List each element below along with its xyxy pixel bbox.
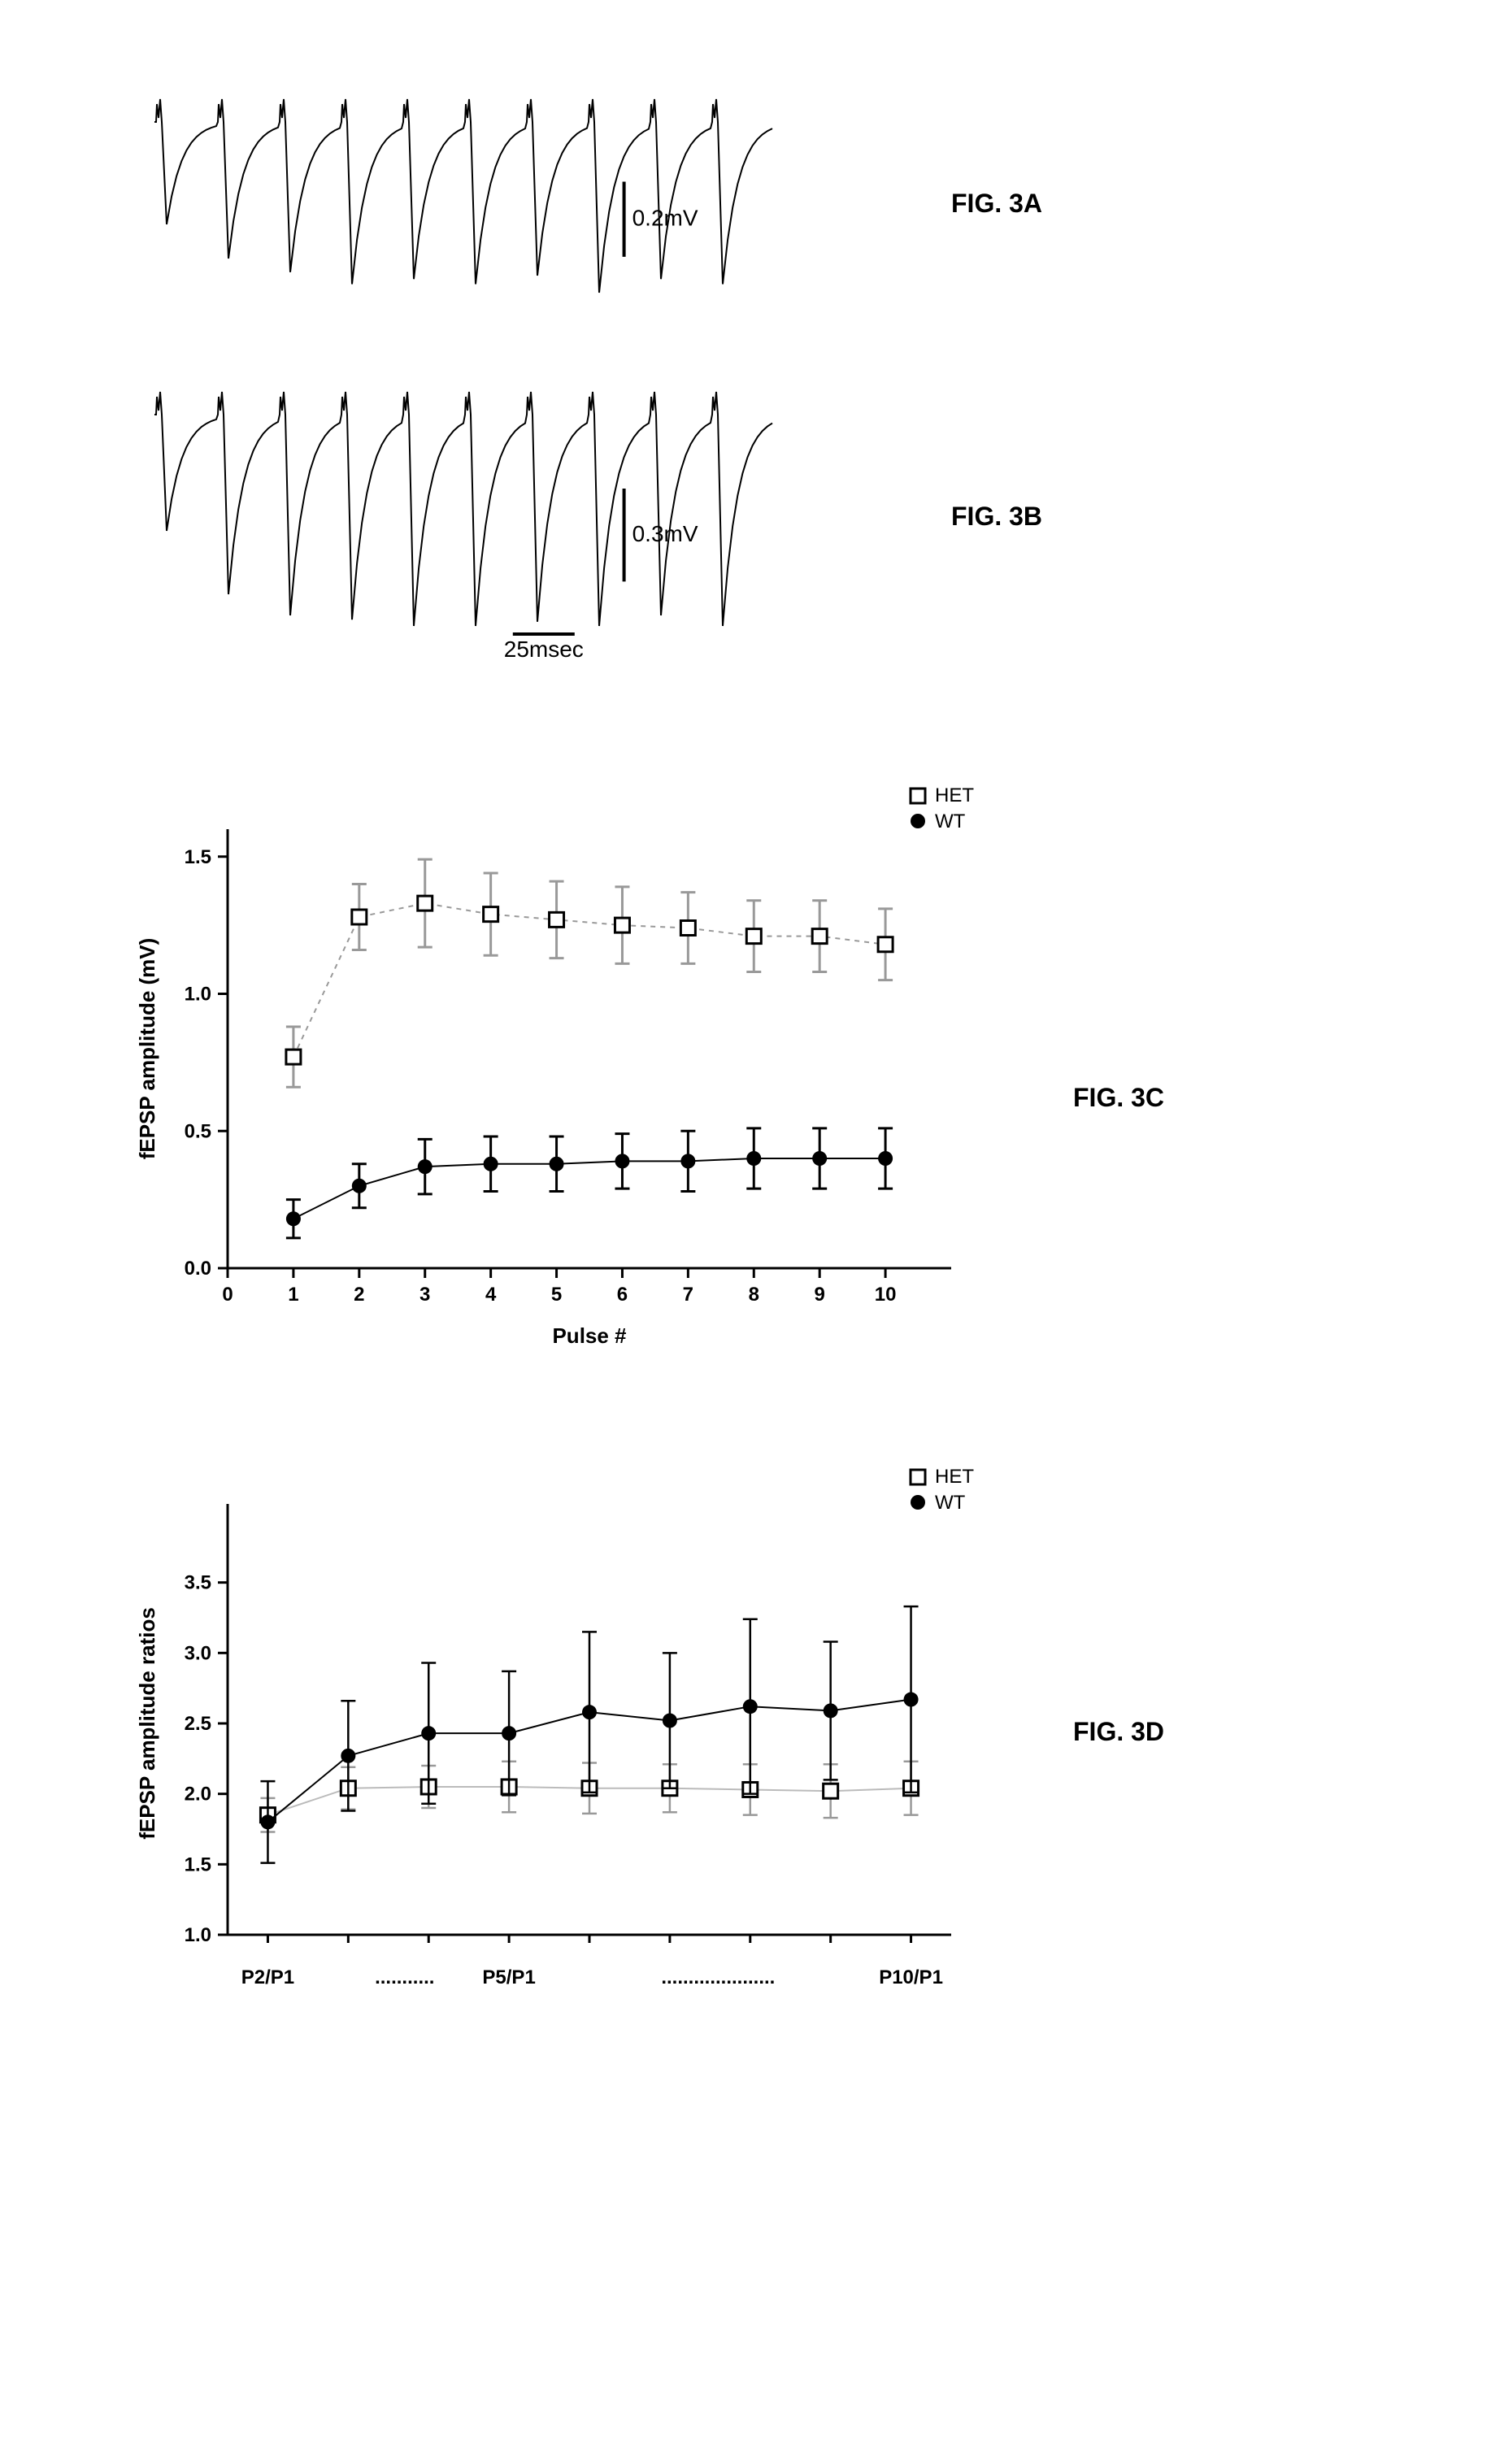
svg-text:WT: WT xyxy=(935,810,966,832)
chart-3d: 1.0 1.5 2.0 2.5 3.0 3.5 P2/P1........... P5/P1.… xyxy=(122,1455,976,2008)
svg-text:0.2mV: 0.2mV xyxy=(632,206,698,231)
svg-text:WT: WT xyxy=(935,1492,966,1514)
trace-3b: 0.3mV 25msec xyxy=(122,374,854,658)
figure-3d-row: 1.0 1.5 2.0 2.5 3.0 3.5 P2/P1........... P5/P1.… xyxy=(122,1455,1369,2008)
fig-3d-label: FIG. 3D xyxy=(1073,1717,1164,1747)
fig-3c-label: FIG. 3C xyxy=(1073,1083,1164,1113)
figure-3b-content: 0.3mV 25msec xyxy=(122,374,854,658)
svg-text:6: 6 xyxy=(617,1284,628,1306)
figure-3a-content: 0.2mV xyxy=(122,81,854,325)
figure-3c-row: 0.0 0.5 1.0 1.5 0 1 2 3 4 5 6 7 8 9 10 Pulse # fEPSP amp… xyxy=(122,772,1369,1358)
trace-3a: 0.2mV xyxy=(122,81,854,325)
svg-text:9: 9 xyxy=(815,1284,825,1306)
svg-text:3.0: 3.0 xyxy=(185,1642,211,1664)
svg-text:0.0: 0.0 xyxy=(185,1258,211,1280)
fig-3a-label: FIG. 3A xyxy=(951,189,1042,219)
svg-text:0: 0 xyxy=(222,1284,233,1306)
svg-text:1.0: 1.0 xyxy=(185,984,211,1006)
svg-text:HET: HET xyxy=(935,1466,974,1488)
svg-text:HET: HET xyxy=(935,784,974,806)
svg-text:3.5: 3.5 xyxy=(185,1572,211,1594)
svg-text:Pulse #: Pulse # xyxy=(552,1323,627,1348)
svg-text:8: 8 xyxy=(749,1284,759,1306)
svg-text:1.5: 1.5 xyxy=(185,1853,211,1875)
svg-text:P10/P1: P10/P1 xyxy=(879,1966,943,1988)
svg-text:.....................: ..................... xyxy=(661,1966,775,1988)
svg-text:10: 10 xyxy=(875,1284,897,1306)
svg-text:25msec: 25msec xyxy=(504,637,584,658)
svg-text:fEPSP amplitude (mV): fEPSP amplitude (mV) xyxy=(135,938,159,1160)
svg-text:1.0: 1.0 xyxy=(185,1924,211,1946)
svg-text:P2/P1: P2/P1 xyxy=(241,1966,294,1988)
svg-text:1.5: 1.5 xyxy=(185,846,211,868)
figure-3c-content: 0.0 0.5 1.0 1.5 0 1 2 3 4 5 6 7 8 9 10 Pulse # fEPSP amp… xyxy=(122,772,976,1358)
svg-text:1: 1 xyxy=(288,1284,298,1306)
svg-text:P5/P1: P5/P1 xyxy=(482,1966,535,1988)
svg-text:7: 7 xyxy=(683,1284,693,1306)
svg-text:3: 3 xyxy=(419,1284,430,1306)
svg-text:2.5: 2.5 xyxy=(185,1713,211,1735)
svg-text:5: 5 xyxy=(551,1284,562,1306)
svg-text:0.3mV: 0.3mV xyxy=(632,521,698,546)
svg-text:2: 2 xyxy=(354,1284,364,1306)
svg-text:...........: ........... xyxy=(375,1966,434,1988)
chart-3c: 0.0 0.5 1.0 1.5 0 1 2 3 4 5 6 7 8 9 10 Pulse # fEPSP amp… xyxy=(122,772,976,1358)
figure-3a-row: 0.2mV FIG. 3A xyxy=(122,81,1369,325)
fig-3b-label: FIG. 3B xyxy=(951,502,1042,532)
figure-3b-row: 0.3mV 25msec FIG. 3B xyxy=(122,374,1369,658)
figure-3d-content: 1.0 1.5 2.0 2.5 3.0 3.5 P2/P1........... P5/P1.… xyxy=(122,1455,976,2008)
svg-text:2.0: 2.0 xyxy=(185,1784,211,1806)
svg-text:4: 4 xyxy=(485,1284,497,1306)
svg-text:fEPSP amplitude ratios: fEPSP amplitude ratios xyxy=(135,1607,159,1840)
svg-text:0.5: 0.5 xyxy=(185,1120,211,1142)
